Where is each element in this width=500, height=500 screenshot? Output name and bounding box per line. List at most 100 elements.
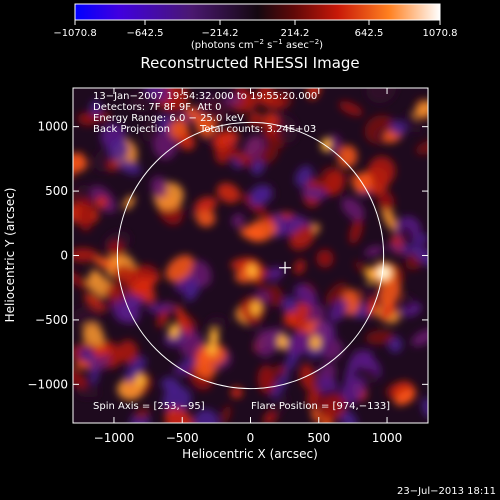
colorbar-tick-label: 214.2 [281, 28, 310, 39]
emission-blob [323, 170, 345, 195]
colorbar-gradient [74, 3, 441, 21]
x-axis-label: Heliocentric X (arcsec) [182, 447, 318, 461]
emission-blob [73, 152, 88, 173]
emission-blob [390, 120, 408, 136]
colorbar-tick-label: 642.5 [355, 28, 384, 39]
emission-blob [320, 337, 343, 361]
x-tick-label: −500 [166, 431, 199, 445]
emission-blob [144, 88, 170, 102]
emission-blob [165, 254, 195, 282]
y-axis: −1000 −500 0 500 1000 [27, 120, 428, 391]
emission-blob [325, 282, 347, 305]
bright-spot [208, 329, 219, 344]
emission-blob [185, 105, 200, 122]
emission-blob [405, 112, 421, 134]
emission-blob [195, 196, 218, 213]
emission-blob [379, 302, 396, 321]
emission-blob [275, 115, 298, 143]
emission-blob [73, 270, 89, 290]
emission-blob [216, 182, 241, 204]
emission-blob [142, 116, 162, 142]
emission-blob [207, 316, 227, 329]
y-axis-label: Heliocentric Y (arcsec) [3, 188, 17, 323]
emission-blob [313, 320, 336, 344]
footer-date: 23−Jul−2013 18:11 [397, 486, 496, 497]
x-tick-label: 1000 [372, 431, 403, 445]
colorbar-ticks: −1070.8 −642.5 −214.2 214.2 642.5 1070.8 [53, 20, 458, 39]
emission-blob [320, 394, 347, 421]
emission-blob [246, 116, 265, 126]
emission-blob [118, 159, 142, 175]
emission-blob [98, 294, 112, 308]
image-area [73, 88, 428, 423]
emission-blob [399, 226, 415, 248]
emission-blob [193, 408, 219, 423]
emission-blob [338, 101, 363, 117]
emission-blob [82, 323, 105, 349]
emission-blob [301, 186, 328, 200]
emission-blob [190, 260, 212, 287]
emission-blob [266, 284, 284, 307]
emission-blob [146, 303, 175, 313]
x-tick-label: 500 [307, 431, 330, 445]
emission-blob [306, 304, 326, 325]
emission-blob [276, 215, 305, 236]
emission-blob [195, 208, 216, 227]
emission-blob [348, 350, 373, 368]
emission-blob [364, 245, 384, 257]
total-counts-label: Total counts: 3.24E+03 [199, 124, 316, 135]
detectors-label: Detectors: 7F 8F 9F, Att 0 [93, 102, 221, 113]
emission-blob [402, 294, 414, 310]
colorbar-unit: (photons cm−2 s−1 asec−2) [191, 38, 323, 51]
emission-blob [124, 356, 147, 383]
colorbar-tick-label: −642.5 [126, 28, 163, 39]
y-tick-label: 1000 [37, 120, 68, 134]
emission-blob [379, 278, 402, 307]
emission-blob [199, 94, 230, 121]
emission-blob [285, 335, 309, 356]
emission-blob [89, 269, 103, 280]
emission-blob [83, 293, 107, 312]
emission-blob [282, 296, 298, 316]
emission-blob [299, 363, 316, 391]
spin-axis-label: Spin Axis = [253,−95] [93, 401, 205, 412]
emission-blob [161, 376, 181, 394]
emission-blob [213, 129, 240, 150]
colorbar-tick-label: 1070.8 [423, 28, 458, 39]
emission-blob [293, 259, 306, 275]
emission-blob [135, 279, 156, 304]
emission-blob [411, 246, 428, 267]
emission-blob [84, 381, 99, 398]
emission-blob [294, 284, 318, 307]
emission-blob [134, 407, 150, 421]
x-tick-label: −1000 [94, 431, 135, 445]
emission-blob [136, 264, 158, 278]
emission-blob [150, 176, 168, 199]
bright-spot [247, 263, 258, 278]
emission-blob [108, 241, 125, 258]
emission-blob [108, 139, 130, 161]
emission-blob [360, 282, 387, 309]
emission-blob [387, 242, 402, 253]
emission-blob [365, 329, 395, 345]
emission-blob [224, 93, 243, 106]
emission-blob [89, 100, 102, 117]
emission-blob [339, 376, 366, 405]
y-tick-label: −1000 [27, 377, 68, 391]
bright-spot [135, 373, 146, 388]
emission-blob [263, 125, 277, 140]
emission-blob [362, 368, 379, 384]
time-range-label: 13−Jan−2007 19:54:32.000 to 19:55:20.000 [93, 91, 317, 102]
emission-blob [274, 364, 286, 376]
emission-blob [73, 307, 102, 329]
emission-blob [220, 405, 232, 423]
emission-blob [306, 386, 320, 408]
bright-spot [206, 341, 217, 356]
emission-blob [283, 310, 296, 327]
emission-blob [249, 185, 271, 206]
x-axis: −1000 −500 0 500 1000 [94, 88, 403, 445]
colorbar-tick-label: −1070.8 [53, 28, 96, 39]
emission-blob [225, 144, 252, 168]
colorbar-tick-label: −214.2 [201, 28, 238, 39]
